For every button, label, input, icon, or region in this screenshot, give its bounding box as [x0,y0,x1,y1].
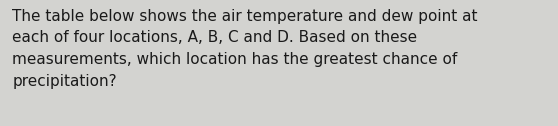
Text: The table below shows the air temperature and dew point at
each of four location: The table below shows the air temperatur… [12,9,478,89]
